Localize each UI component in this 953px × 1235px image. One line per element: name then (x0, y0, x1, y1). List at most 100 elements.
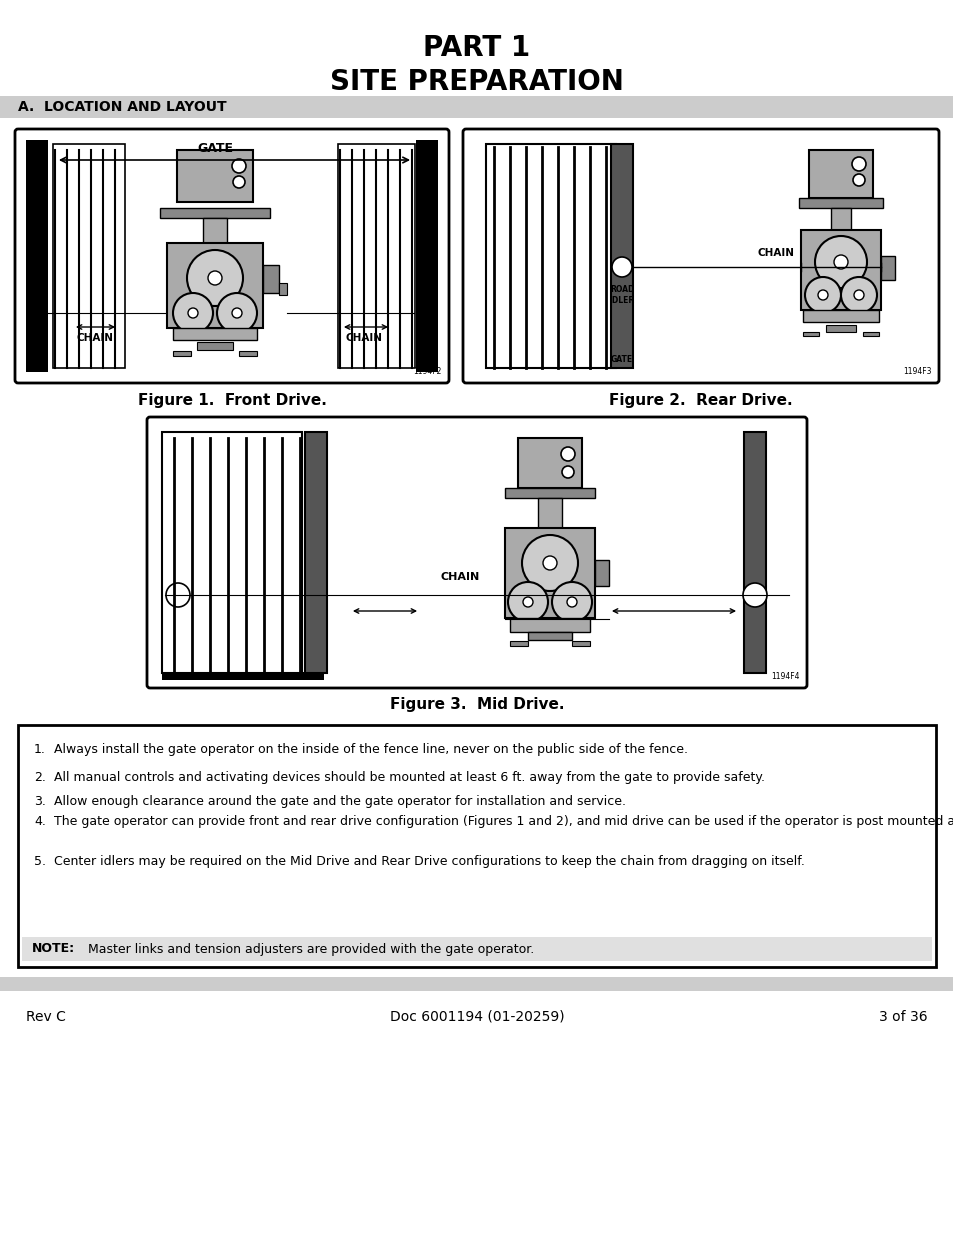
Circle shape (542, 556, 557, 571)
Bar (880, 256, 894, 280)
Text: Center idlers may be required on the Mid Drive and Rear Drive configurations to : Center idlers may be required on the Mid… (54, 855, 804, 868)
FancyBboxPatch shape (15, 128, 449, 383)
Circle shape (232, 159, 246, 173)
Bar (203, 219, 227, 243)
Circle shape (172, 293, 213, 333)
Circle shape (561, 466, 574, 478)
FancyBboxPatch shape (147, 417, 806, 688)
Text: 4.: 4. (34, 815, 46, 827)
Bar (196, 342, 233, 350)
Text: 1194F2: 1194F2 (414, 367, 441, 375)
Bar (802, 310, 878, 322)
Text: 3 of 36: 3 of 36 (879, 1010, 927, 1024)
Bar (167, 243, 263, 329)
Text: CHAIN: CHAIN (76, 333, 113, 343)
Circle shape (612, 257, 631, 277)
Circle shape (841, 277, 876, 312)
Circle shape (566, 597, 577, 606)
Bar (172, 351, 191, 356)
Bar (162, 672, 324, 680)
Text: Figure 3.  Mid Drive.: Figure 3. Mid Drive. (390, 698, 563, 713)
Bar (517, 438, 581, 488)
Circle shape (216, 293, 256, 333)
Text: A.  LOCATION AND LAYOUT: A. LOCATION AND LAYOUT (18, 100, 227, 114)
Text: 3.: 3. (34, 795, 46, 808)
Bar (801, 230, 880, 310)
Bar (53, 144, 125, 368)
Text: Allow enough clearance around the gate and the gate operator for installation an: Allow enough clearance around the gate a… (54, 795, 625, 808)
Circle shape (742, 583, 766, 606)
Circle shape (521, 535, 578, 592)
Text: Rev C: Rev C (26, 1010, 66, 1024)
Text: NOTE:: NOTE: (32, 942, 75, 956)
Text: 1194F4: 1194F4 (771, 672, 800, 680)
Bar (504, 488, 595, 498)
Circle shape (187, 249, 243, 306)
FancyBboxPatch shape (462, 128, 938, 383)
Circle shape (552, 582, 592, 622)
Text: SITE PREPARATION: SITE PREPARATION (330, 68, 623, 96)
Circle shape (804, 277, 841, 312)
Bar (504, 529, 595, 618)
Bar (802, 332, 818, 336)
Text: ROAD
IDLER: ROAD IDLER (609, 285, 634, 305)
Bar (830, 207, 850, 230)
Bar (0, 977, 953, 990)
Bar (595, 559, 608, 585)
Text: CHAIN: CHAIN (345, 333, 382, 343)
Circle shape (232, 308, 242, 317)
Text: Always install the gate operator on the inside of the fence line, never on the p: Always install the gate operator on the … (54, 743, 687, 756)
Bar (239, 351, 256, 356)
Bar (572, 641, 589, 646)
Circle shape (233, 177, 245, 188)
Bar (485, 144, 616, 368)
Text: All manual controls and activating devices should be mounted at least 6 ft. away: All manual controls and activating devic… (54, 771, 764, 784)
Text: The gate operator can provide front and rear drive configuration (Figures 1 and : The gate operator can provide front and … (54, 815, 953, 827)
Bar (22, 937, 931, 961)
Bar (172, 329, 256, 340)
Text: PART 1: PART 1 (423, 35, 530, 62)
Circle shape (560, 447, 575, 461)
Bar (862, 332, 878, 336)
Bar (510, 641, 527, 646)
Circle shape (208, 270, 222, 285)
Circle shape (507, 582, 547, 622)
Text: 1.: 1. (34, 743, 46, 756)
Bar (278, 283, 287, 295)
Bar (177, 149, 253, 203)
Text: 5.: 5. (34, 855, 46, 868)
Text: CHAIN: CHAIN (440, 572, 479, 582)
Text: Figure 2.  Rear Drive.: Figure 2. Rear Drive. (609, 393, 792, 408)
Bar (825, 325, 855, 332)
Text: Master links and tension adjusters are provided with the gate operator.: Master links and tension adjusters are p… (80, 942, 534, 956)
Text: 1194F3: 1194F3 (902, 367, 931, 375)
Circle shape (851, 157, 865, 170)
Bar (743, 432, 765, 673)
Text: Doc 6001194 (01-20259): Doc 6001194 (01-20259) (389, 1010, 564, 1024)
Bar (162, 432, 302, 673)
Bar (26, 140, 48, 372)
Bar (808, 149, 872, 198)
Bar (337, 144, 415, 368)
Text: GATE: GATE (196, 142, 233, 154)
Bar (0, 96, 953, 119)
Circle shape (814, 236, 866, 288)
Bar (263, 266, 278, 293)
Bar (510, 618, 589, 632)
Bar (610, 144, 633, 368)
Bar (416, 140, 437, 372)
Circle shape (188, 308, 198, 317)
Circle shape (833, 254, 847, 269)
Bar (799, 198, 882, 207)
Text: GATE: GATE (610, 356, 633, 364)
Bar (537, 498, 561, 529)
Text: 2.: 2. (34, 771, 46, 784)
Bar (305, 432, 327, 673)
Bar (527, 632, 572, 640)
Bar (160, 207, 270, 219)
Circle shape (166, 583, 190, 606)
Bar (18, 725, 935, 967)
Circle shape (853, 290, 863, 300)
Text: CHAIN: CHAIN (757, 248, 794, 258)
Circle shape (522, 597, 533, 606)
